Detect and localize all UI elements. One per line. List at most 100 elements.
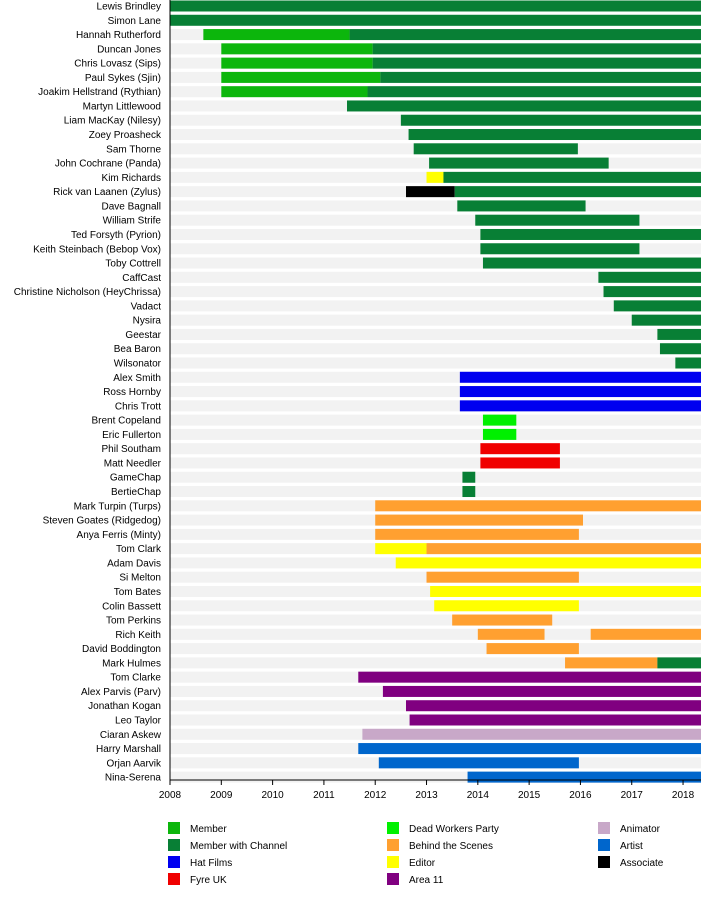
legend-label-area11: Area 11 xyxy=(409,875,444,886)
x-tick-label: 2016 xyxy=(569,790,592,801)
bars xyxy=(170,0,701,783)
person-label: Adam Davis xyxy=(107,558,161,569)
bar-william-strife-0 xyxy=(475,214,640,226)
legend-label-fyre: Fyre UK xyxy=(190,875,227,886)
bar-jonathan-kogan-0 xyxy=(406,700,701,712)
person-label: Steven Goates (Ridgedog) xyxy=(43,516,161,527)
person-label: Keith Steinbach (Bebop Vox) xyxy=(33,244,161,255)
person-label: GameChap xyxy=(110,473,162,484)
bar-keith-steinbach-bebop-vox-0 xyxy=(480,243,640,255)
bar-dave-bagnall-0 xyxy=(457,200,586,212)
bar-chris-trott-0 xyxy=(459,400,701,412)
person-label: Mark Hulmes xyxy=(102,658,161,669)
x-tick-label: 2012 xyxy=(364,790,387,801)
person-label: Liam MacKay (Nilesy) xyxy=(64,116,161,127)
bar-wilsonator-0 xyxy=(675,357,701,369)
person-label: Si Melton xyxy=(119,573,161,584)
bar-bertiechap-0 xyxy=(462,486,476,498)
bar-kim-richards-1 xyxy=(443,171,701,183)
person-label: Martyn Littlewood xyxy=(83,101,161,112)
bar-simon-lane-0 xyxy=(170,14,701,26)
legend-label-channel: Member with Channel xyxy=(190,841,287,852)
bar-tom-clark-1 xyxy=(426,543,701,555)
legend-label-member: Member xyxy=(190,824,227,835)
row-bg-caffcast xyxy=(170,271,701,283)
person-label: Vadact xyxy=(131,301,162,312)
bar-martyn-littlewood-0 xyxy=(347,100,701,112)
legend-label-editor: Editor xyxy=(409,858,436,869)
bar-rich-keith-0 xyxy=(477,628,545,640)
bar-adam-davis-0 xyxy=(395,557,701,569)
legend-swatch-dwp xyxy=(387,822,399,834)
bar-david-boddington-0 xyxy=(486,643,579,655)
person-label: Chris Trott xyxy=(115,401,161,412)
bar-duncan-jones-1 xyxy=(372,43,701,55)
person-label: Mark Turpin (Turps) xyxy=(74,501,161,512)
bar-ciaran-askew-0 xyxy=(362,728,701,740)
legend-label-dwp: Dead Workers Party xyxy=(409,824,499,835)
person-label: William Strife xyxy=(103,216,162,227)
bar-anya-ferris-minty-0 xyxy=(375,528,579,540)
bar-zoey-proasheck-0 xyxy=(408,129,701,141)
person-label: Tom Perkins xyxy=(106,616,161,627)
legend-swatch-animator xyxy=(598,822,610,834)
row-bg-ross-hornby xyxy=(170,386,701,398)
person-label: Wilsonator xyxy=(114,359,162,370)
bar-liam-mackay-nilesy-0 xyxy=(400,114,701,126)
x-axis: 2008 2009 2010 2011 2012 2013 2014 2015 2016 2017… xyxy=(159,0,701,801)
person-label: Geestar xyxy=(125,330,161,341)
person-label: Orjan Aarvik xyxy=(107,758,162,769)
person-label: Ted Forsyth (Pyrion) xyxy=(71,230,161,241)
bar-phil-southam-0 xyxy=(480,443,560,455)
bar-paul-sykes-sjin-1 xyxy=(380,71,701,83)
row-bg-david-boddington xyxy=(170,643,701,655)
person-label: Christine Nicholson (HeyChrissa) xyxy=(14,287,161,298)
row-bg-eric-fullerton xyxy=(170,428,701,440)
row-bg-mark-hulmes xyxy=(170,657,701,669)
person-label: Ciaran Askew xyxy=(100,730,162,741)
person-label: Brent Copeland xyxy=(92,416,162,427)
bar-tom-clark-0 xyxy=(375,543,427,555)
x-tick-label: 2008 xyxy=(159,790,182,801)
person-label: Tom Clarke xyxy=(110,673,161,684)
bar-tom-clarke-0 xyxy=(358,671,701,683)
person-label: Leo Taylor xyxy=(115,716,162,727)
row-bg-alex-smith xyxy=(170,371,701,383)
bar-geestar-0 xyxy=(657,328,701,340)
person-label: Joakim Hellstrand (Rythian) xyxy=(38,87,161,98)
legend-label-associate: Associate xyxy=(620,858,664,869)
bar-john-cochrane-panda-0 xyxy=(429,157,609,169)
person-label: Bea Baron xyxy=(114,344,161,355)
person-label: Kim Richards xyxy=(102,173,161,184)
bar-duncan-jones-0 xyxy=(221,43,373,55)
legend-swatch-fyre xyxy=(168,873,180,885)
x-tick-label: 2013 xyxy=(415,790,438,801)
person-label: Nina-Serena xyxy=(105,773,162,784)
bar-steven-goates-ridgedog-0 xyxy=(375,514,583,526)
row-bg-tom-perkins xyxy=(170,614,701,626)
person-label: Jonathan Kogan xyxy=(88,701,161,712)
person-label: Tom Bates xyxy=(114,587,161,598)
bar-sam-thorne-0 xyxy=(413,143,578,155)
bar-christine-nicholson-heychrissa-0 xyxy=(603,286,701,298)
bar-joakim-hellstrand-rythian-1 xyxy=(367,86,701,98)
bar-colin-bassett-0 xyxy=(434,600,579,612)
x-tick-label: 2017 xyxy=(621,790,644,801)
row-bg-gamechap xyxy=(170,471,701,483)
row-bg-bertiechap xyxy=(170,486,701,498)
x-tick-label: 2010 xyxy=(261,790,284,801)
bar-toby-cottrell-0 xyxy=(482,257,701,269)
row-bg-chris-trott xyxy=(170,400,701,412)
bar-alex-smith-0 xyxy=(459,371,701,383)
bar-chris-lovasz-sips-1 xyxy=(372,57,701,69)
bar-brent-copeland-0 xyxy=(482,414,517,426)
row-bg-keith-steinbach-bebop-vox xyxy=(170,243,701,255)
bar-chris-lovasz-sips-0 xyxy=(221,57,373,69)
x-tick-label: 2009 xyxy=(210,790,233,801)
bar-rich-keith-1 xyxy=(590,628,701,640)
bar-hannah-rutherford-0 xyxy=(203,29,350,41)
bar-rick-van-laanen-zylus-0 xyxy=(406,186,455,198)
row-bg-dave-bagnall xyxy=(170,200,701,212)
person-label: BertieChap xyxy=(111,487,161,498)
bar-rick-van-laanen-zylus-1 xyxy=(454,186,701,198)
